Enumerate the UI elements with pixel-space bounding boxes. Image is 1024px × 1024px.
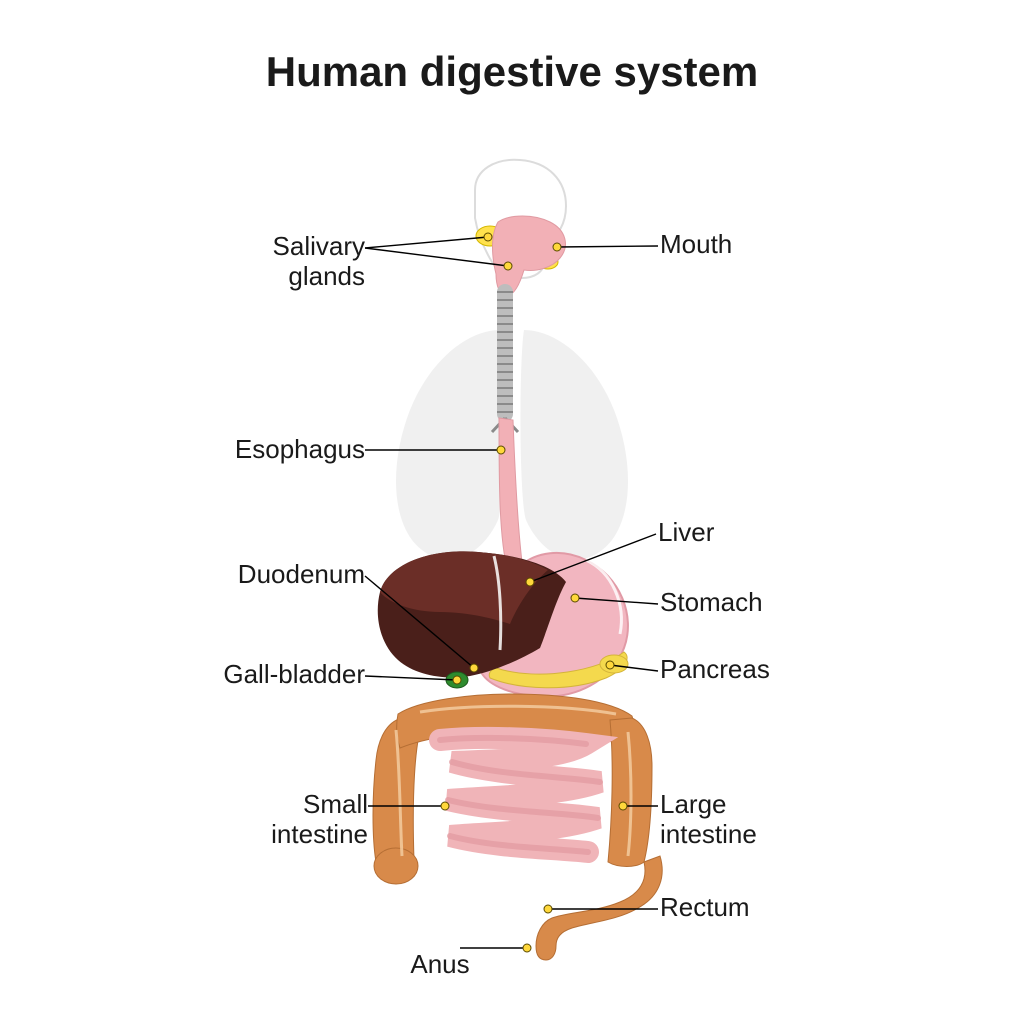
label-rectum: Rectum [660,893,860,923]
label-salivary-glands: Salivaryglands [195,232,365,292]
label-esophagus: Esophagus [145,435,365,465]
mouth-shape [493,216,566,296]
label-mouth: Mouth [660,230,860,260]
digestive-system-diagram [0,0,1024,1024]
small-intestine-shape [440,738,600,852]
label-gall-bladder: Gall-bladder [135,660,365,690]
label-pancreas: Pancreas [660,655,860,685]
label-large-intestine: Largeintestine [660,790,860,850]
label-stomach: Stomach [660,588,860,618]
label-small-intestine: Smallintestine [178,790,368,850]
label-anus: Anus [380,950,500,980]
label-liver: Liver [658,518,858,548]
label-duodenum: Duodenum [145,560,365,590]
